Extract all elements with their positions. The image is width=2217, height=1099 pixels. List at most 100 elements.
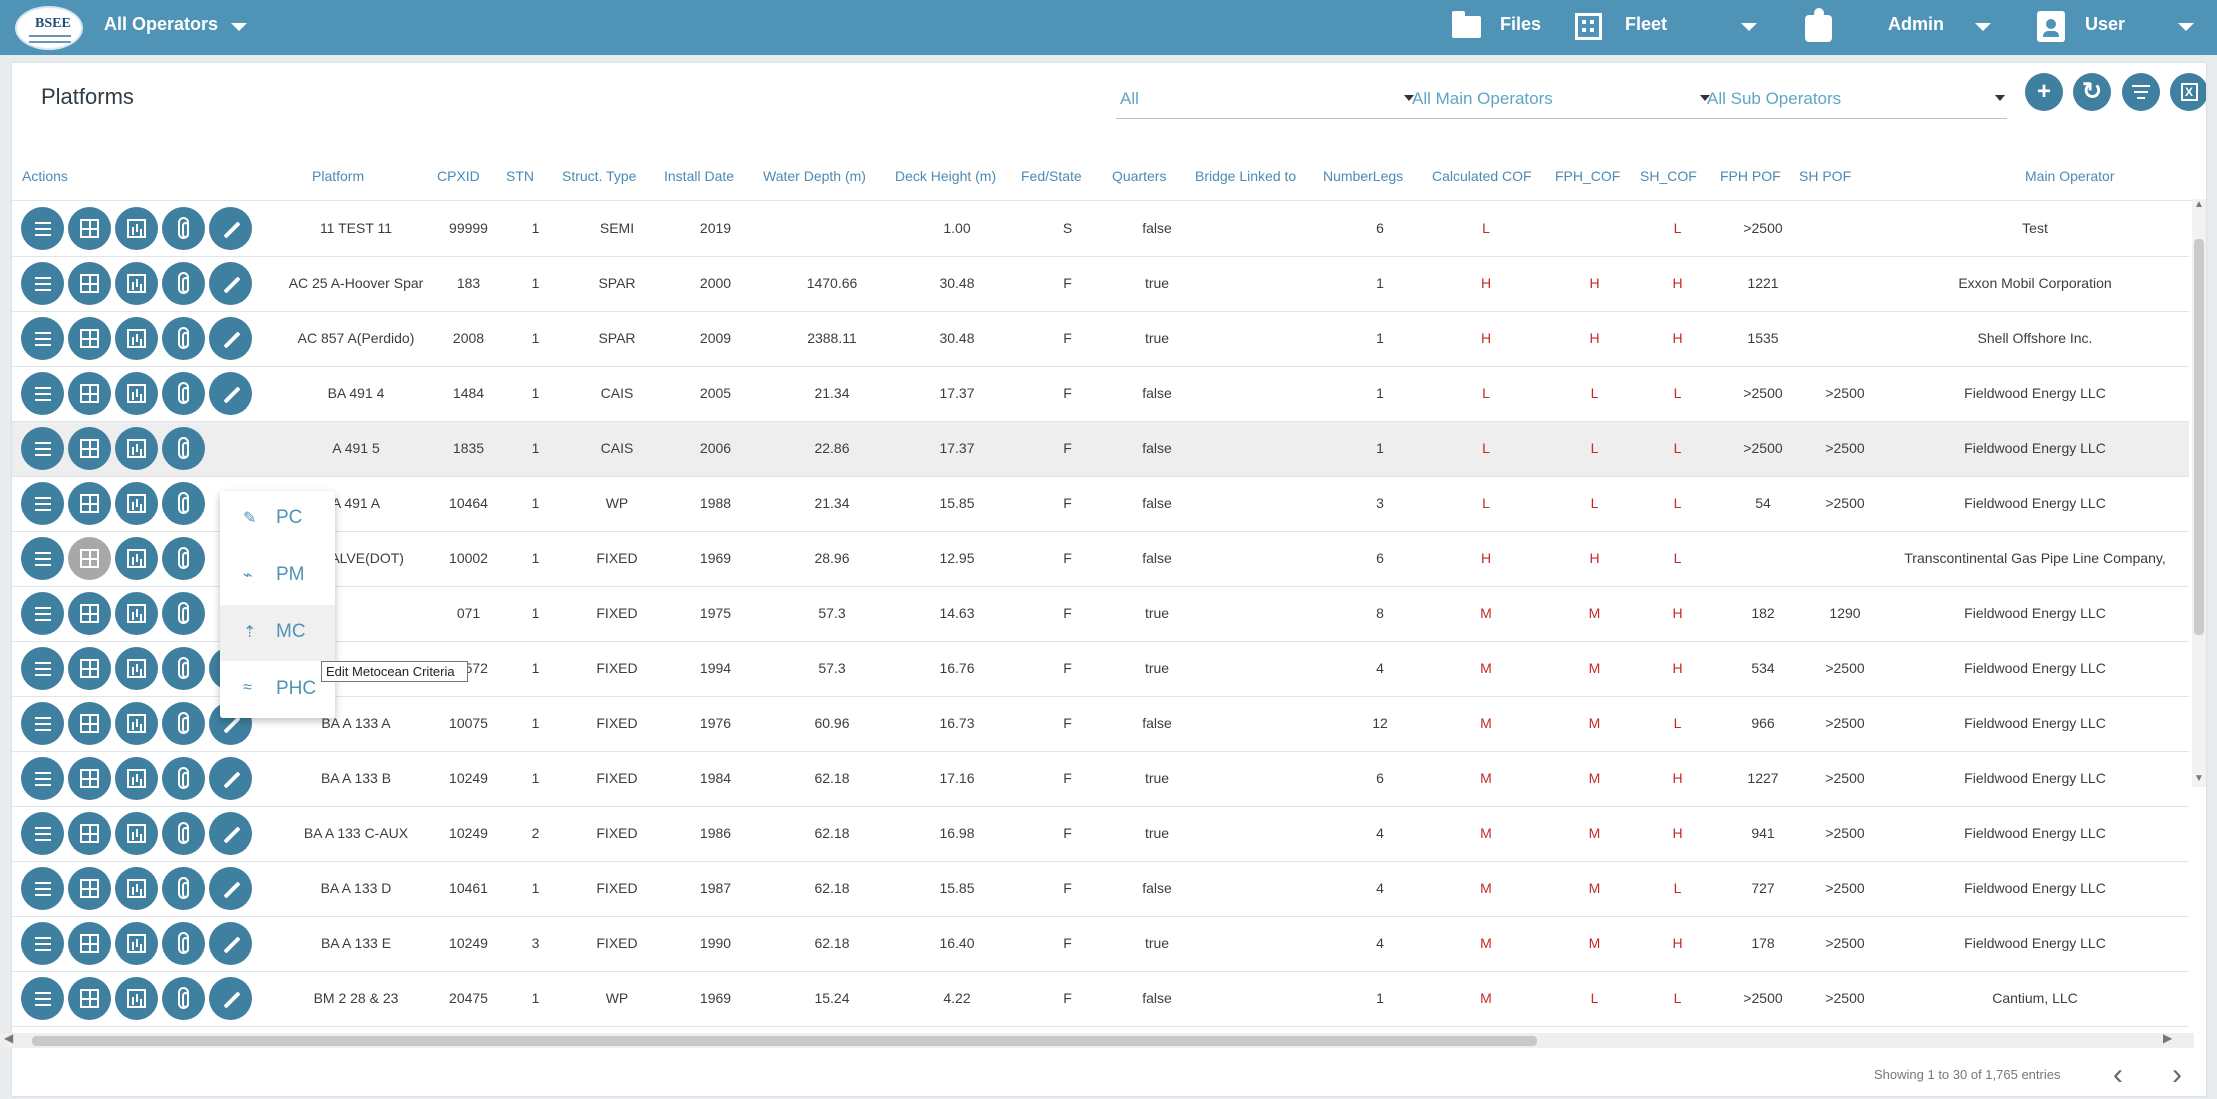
main-operator-filter[interactable]: All Main Operators [1408,79,1712,119]
add-platform-button[interactable]: + [2025,73,2063,111]
row-chart-button[interactable] [115,977,158,1020]
row-attachment-button[interactable] [162,702,205,745]
struct-type-header[interactable]: Struct. Type [562,168,637,184]
row-menu-button[interactable] [21,537,64,580]
table-row[interactable]: AC 25 A-Hoover Spar 183 1 SPAR 2000 1470.66 30… [12,257,2189,312]
admin-menu[interactable]: Admin [1888,14,1944,34]
row-attachment-button[interactable] [162,262,205,305]
status-filter[interactable]: All [1116,79,1416,119]
row-menu-button[interactable] [21,647,64,690]
bridge-linked-header[interactable]: Bridge Linked to [1195,168,1297,184]
sh-pof-header[interactable]: SH POF [1799,168,1852,184]
row-menu-button[interactable] [21,702,64,745]
row-dashboard-button[interactable] [68,427,111,470]
deck-height-header[interactable]: Deck Height (m) [895,168,997,184]
row-chart-button[interactable] [115,592,158,635]
row-dashboard-button[interactable] [68,867,111,910]
sh-cof-header[interactable]: SH_COF [1640,168,1697,184]
row-chart-button[interactable] [115,537,158,580]
row-attachment-button[interactable] [162,482,205,525]
next-page-button[interactable]: › [2172,1058,2182,1091]
row-menu-button[interactable] [21,372,64,415]
row-edit-button[interactable] [209,262,252,305]
building-icon[interactable] [1575,13,1602,40]
row-dashboard-button[interactable] [68,757,111,800]
fed-state-header[interactable]: Fed/State [1021,168,1082,184]
row-menu-button[interactable] [21,812,64,855]
row-attachment-button[interactable] [162,592,205,635]
table-row[interactable]: BA A 133 C-AUX 10249 2 FIXED 1986 62.18 16.98 F… [12,807,2189,862]
scroll-up-arrow-icon[interactable]: ▲ [2194,199,2204,210]
puzzle-icon[interactable] [1805,8,1832,42]
operator-selector[interactable]: All Operators [104,14,219,34]
row-attachment-button[interactable] [162,207,205,250]
context-menu-item-pc[interactable]: ✎ PC [220,491,335,547]
row-dashboard-button[interactable] [68,207,111,250]
bsee-logo[interactable]: BSEE [15,6,83,50]
quarters-header[interactable]: Quarters [1112,168,1167,184]
row-dashboard-button[interactable] [68,702,111,745]
row-edit-button[interactable] [209,207,252,250]
row-edit-button[interactable] [209,812,252,855]
row-chart-button[interactable] [115,922,158,965]
files-menu[interactable]: Files [1500,14,1542,34]
row-edit-button[interactable] [209,867,252,910]
filter-button[interactable] [2122,73,2160,111]
folder-icon[interactable] [1452,11,1481,38]
row-attachment-button[interactable] [162,427,205,470]
row-menu-button[interactable] [21,592,64,635]
row-chart-button[interactable] [115,262,158,305]
row-menu-button[interactable] [21,922,64,965]
horizontal-scroll-thumb[interactable] [32,1036,1537,1046]
row-dashboard-button[interactable] [68,482,111,525]
chevron-down-icon[interactable] [1975,23,1991,31]
row-dashboard-button[interactable] [68,317,111,360]
row-menu-button[interactable] [21,757,64,800]
chevron-down-icon[interactable] [2178,23,2194,31]
row-chart-button[interactable] [115,702,158,745]
row-attachment-button[interactable] [162,317,205,360]
row-attachment-button[interactable] [162,812,205,855]
row-chart-button[interactable] [115,647,158,690]
fph-pof-header[interactable]: FPH POF [1720,168,1781,184]
chevron-down-icon[interactable] [231,23,247,31]
row-dashboard-button[interactable] [68,537,111,580]
row-chart-button[interactable] [115,757,158,800]
install-date-header[interactable]: Install Date [664,168,735,184]
vertical-scroll-thumb[interactable] [2194,239,2204,635]
row-menu-button[interactable] [21,317,64,360]
previous-page-button[interactable]: ‹ [2113,1058,2123,1091]
refresh-button[interactable]: ↻ [2073,73,2111,111]
row-attachment-button[interactable] [162,647,205,690]
main-operator-header[interactable]: Main Operator [2025,168,2115,184]
context-menu-item-pm[interactable]: ⌁ PM [220,548,335,604]
row-attachment-button[interactable] [162,757,205,800]
fleet-menu[interactable]: Fleet [1625,14,1668,34]
row-dashboard-button[interactable] [68,372,111,415]
sub-operator-filter[interactable]: All Sub Operators [1703,79,2007,119]
row-edit-button[interactable] [209,977,252,1020]
row-dashboard-button[interactable] [68,977,111,1020]
fph-cof-header[interactable]: FPH_COF [1555,168,1621,184]
row-chart-button[interactable] [115,867,158,910]
export-excel-button[interactable] [2170,73,2206,111]
row-chart-button[interactable] [115,427,158,470]
user-badge-icon[interactable] [2037,11,2065,42]
row-chart-button[interactable] [115,812,158,855]
vertical-scrollbar[interactable]: ▲ ▼ [2192,199,2206,787]
row-chart-button[interactable] [115,372,158,415]
row-edit-button[interactable] [209,922,252,965]
scroll-down-arrow-icon[interactable]: ▼ [2194,773,2204,784]
row-chart-button[interactable] [115,317,158,360]
water-depth-header[interactable]: Water Depth (m) [763,168,866,184]
row-edit-button[interactable] [209,757,252,800]
